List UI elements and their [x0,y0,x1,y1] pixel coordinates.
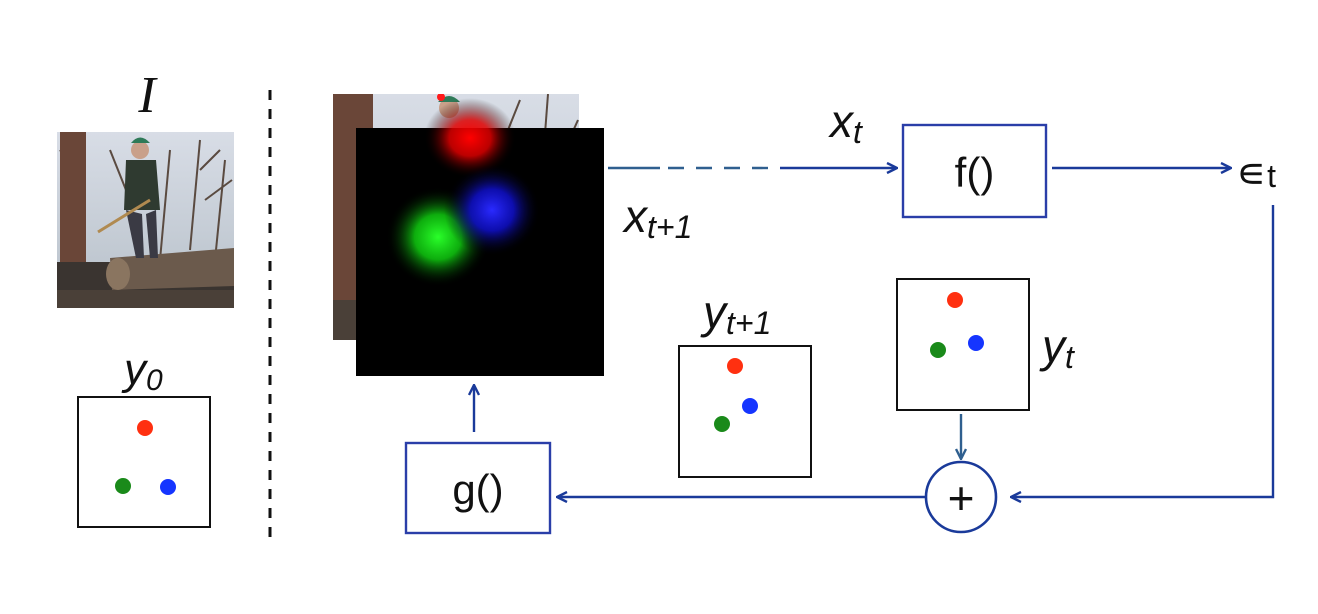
y0-label: y0 [121,345,163,397]
y0-blue-dot [160,479,176,495]
y0-green-dot [115,478,131,494]
plus-operator: + [924,460,998,534]
yt-keypoint-box [896,278,1030,411]
yt1-red-dot [727,358,743,374]
xt-label: xt [828,95,863,150]
yt-blue-dot [968,335,984,351]
heatmap-red-blob [424,98,516,178]
xt1-label: xt+1 [622,190,692,245]
yt-label: yt [1039,320,1075,375]
f-label: f() [955,149,995,196]
epsilon-to-plus-arrow [1012,205,1275,497]
y0-keypoint-box [77,396,211,528]
yt1-green-dot [714,416,730,432]
image-label: I [137,67,158,124]
yt1-keypoint-box [678,345,812,478]
yt1-blue-dot [742,398,758,414]
g-function-box: g() [404,441,552,535]
rgb-keypoint-heatmap [356,98,604,376]
heatmap-blue-blob [444,164,540,256]
y0-red-dot [137,420,153,436]
epsilon-label: ∊t [1236,149,1276,196]
g-label: g() [452,466,503,513]
person-with-axe-photo [57,132,234,308]
plus-label: + [948,472,975,524]
f-function-box: f() [901,123,1048,219]
yt1-label: yt+1 [700,286,771,341]
yt-green-dot [930,342,946,358]
yt-red-dot [947,292,963,308]
